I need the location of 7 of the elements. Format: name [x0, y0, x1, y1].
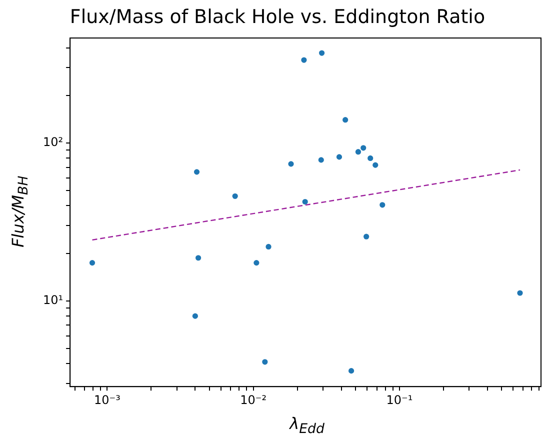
x-tick-label: 10⁻³ [94, 392, 121, 407]
y-tick-label: 10² [42, 135, 64, 150]
y-tick-label: 10¹ [42, 292, 64, 307]
x-axis-title: λ$_{Edd}$ [288, 414, 326, 438]
x-tick-label: 10⁻¹ [386, 392, 413, 407]
x-tick-label: 10⁻² [240, 392, 267, 407]
chart-title: Flux/Mass of Black Hole vs. Eddington Ratio [68, 6, 486, 28]
